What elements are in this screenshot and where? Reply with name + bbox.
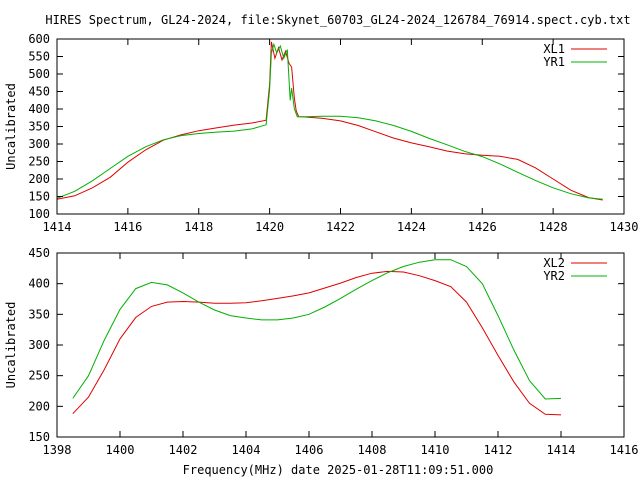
y-tick-label: 400 (28, 102, 50, 116)
y-tick-label: 100 (28, 207, 50, 221)
y-tick-label: 300 (28, 137, 50, 151)
x-tick-label: 1410 (421, 443, 450, 457)
y-tick-label: 150 (28, 430, 50, 444)
x-tick-label: 1402 (169, 443, 198, 457)
x-tick-label: 1400 (106, 443, 135, 457)
x-axis-label: Frequency(MHz) date 2025-01-28T11:09:51.… (183, 463, 494, 477)
x-tick-label: 1426 (468, 220, 497, 234)
x-tick-label: 1416 (610, 443, 639, 457)
x-tick-label: 1424 (397, 220, 426, 234)
y-tick-label: 200 (28, 172, 50, 186)
x-tick-label: 1414 (547, 443, 576, 457)
y-tick-label: 250 (28, 155, 50, 169)
series-line-yr1 (56, 42, 603, 200)
x-tick-label: 1430 (610, 220, 639, 234)
x-tick-label: 1420 (255, 220, 284, 234)
legend-label-xl2: XL2 (543, 256, 565, 270)
x-tick-label: 1408 (358, 443, 387, 457)
x-tick-label: 1412 (484, 443, 513, 457)
legend-label-yr1: YR1 (543, 55, 565, 69)
y-tick-label: 500 (28, 67, 50, 81)
series-line-yr2 (72, 259, 562, 400)
y-tick-label: 300 (28, 338, 50, 352)
x-tick-label: 1406 (295, 443, 324, 457)
x-tick-label: 1418 (184, 220, 213, 234)
y-tick-label: 600 (28, 32, 50, 46)
y-tick-label: 450 (28, 85, 50, 99)
y-tick-label: 450 (28, 246, 50, 260)
y-axis-label: Uncalibrated (4, 302, 18, 389)
legend-label-xl1: XL1 (543, 42, 565, 56)
y-tick-label: 400 (28, 277, 50, 291)
y-tick-label: 250 (28, 369, 50, 383)
y-tick-label: 200 (28, 399, 50, 413)
x-tick-label: 1422 (326, 220, 355, 234)
y-tick-label: 350 (28, 307, 50, 321)
series-line-xl2 (72, 270, 562, 416)
x-tick-label: 1416 (113, 220, 142, 234)
series-line-xl1 (56, 41, 603, 201)
y-tick-label: 350 (28, 120, 50, 134)
legend-label-yr2: YR2 (543, 269, 565, 283)
y-tick-label: 550 (28, 50, 50, 64)
y-tick-label: 150 (28, 190, 50, 204)
x-tick-label: 1428 (539, 220, 568, 234)
y-axis-label: Uncalibrated (4, 83, 18, 170)
x-tick-label: 1398 (43, 443, 72, 457)
x-tick-label: 1404 (232, 443, 261, 457)
x-tick-label: 1414 (43, 220, 72, 234)
chart-title: HIRES Spectrum, GL24-2024, file:Skynet_6… (45, 13, 630, 27)
